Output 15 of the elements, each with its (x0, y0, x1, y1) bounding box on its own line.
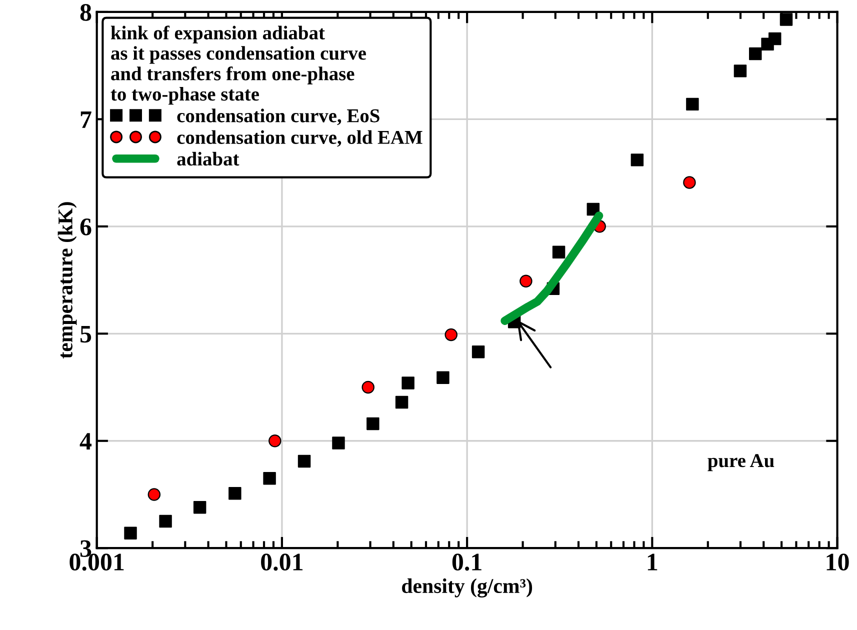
y-tick-label: 4 (80, 433, 92, 450)
annotation: pure Au (708, 454, 774, 472)
x-tick-label: 0.1 (452, 554, 482, 571)
y-axis-title: temperature (kK) (58, 202, 77, 358)
legend-label: condensation curve, old EAM (177, 130, 422, 147)
x-tick-label: 10 (826, 554, 849, 571)
x-tick-label: 1 (648, 554, 658, 570)
legend-label: condensation curve, EoS (177, 108, 380, 126)
y-tick-label: 6 (80, 218, 92, 236)
y-tick-label: 7 (80, 112, 92, 128)
legend-label: adiabat (177, 152, 240, 166)
x-axis-title: density (g/cm³) (402, 578, 532, 598)
y-tick-label: 8 (80, 4, 92, 21)
y-tick-label: 5 (80, 326, 92, 343)
x-tick-label: 0.01 (261, 554, 303, 571)
